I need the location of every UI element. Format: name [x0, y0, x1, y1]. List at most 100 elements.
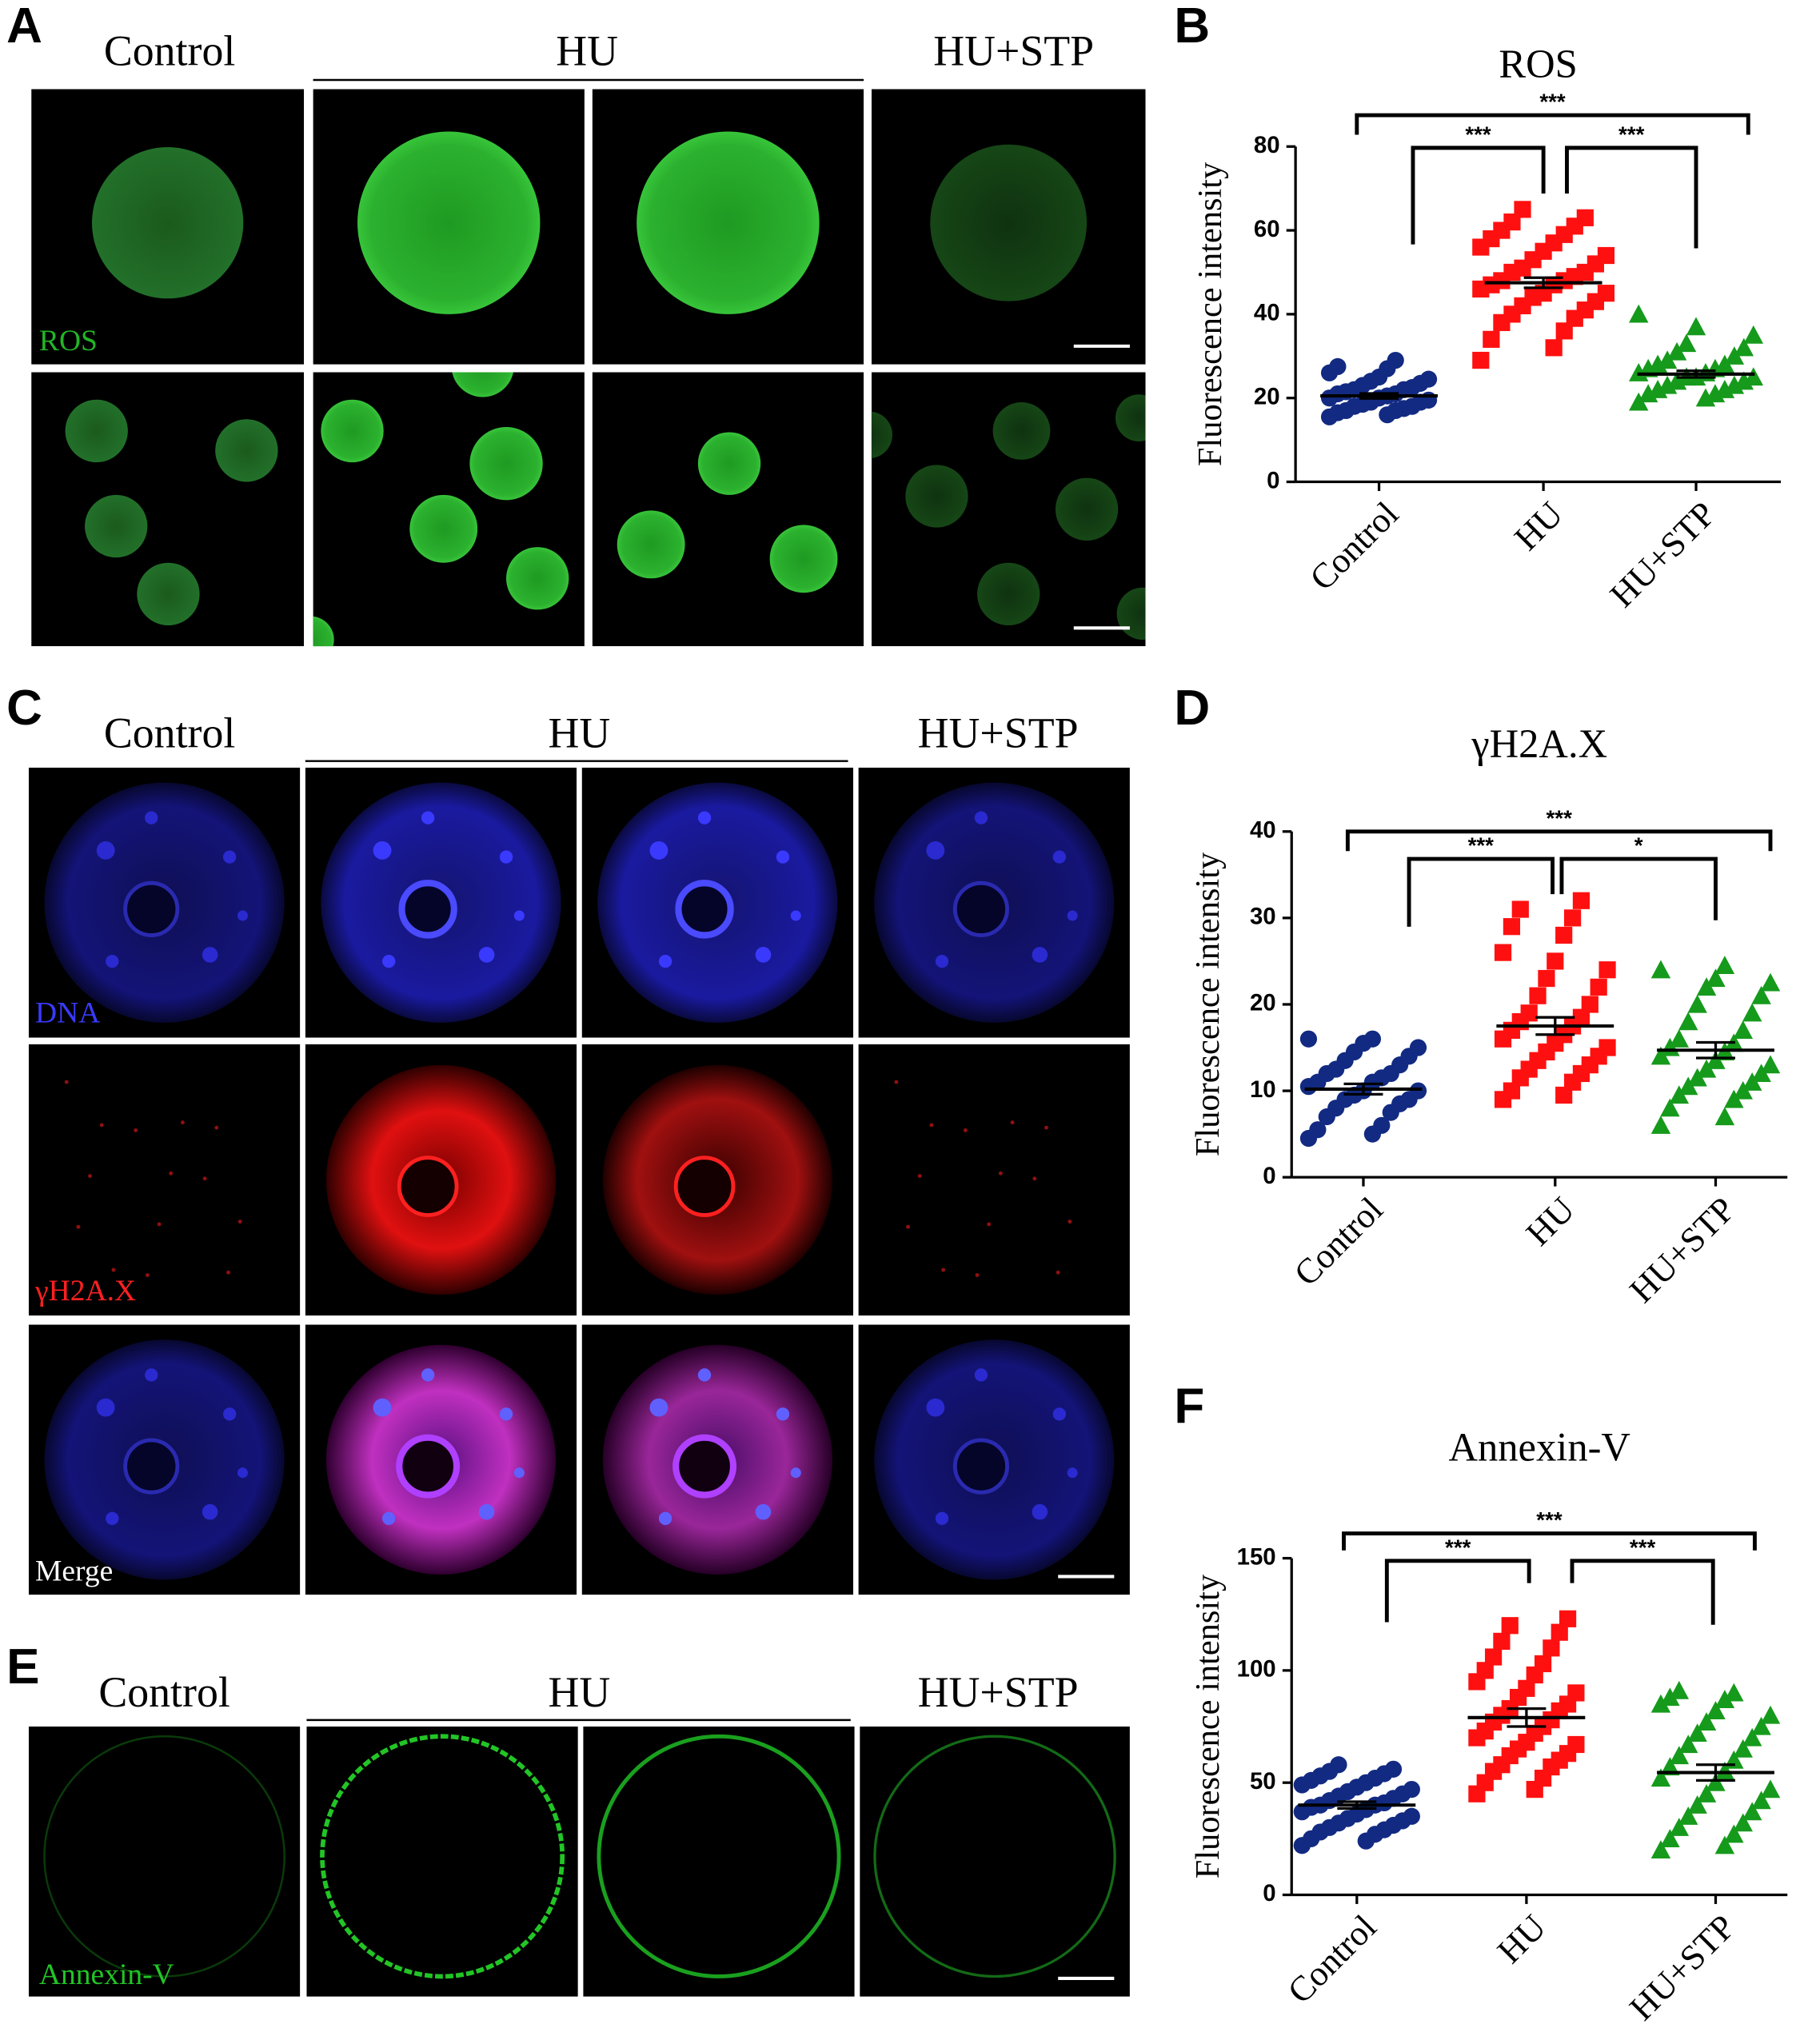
chromatin-spot: [776, 850, 790, 864]
data-point: [1742, 1727, 1762, 1747]
micrograph-bg: [28, 1044, 301, 1316]
data-point: [1476, 1662, 1494, 1679]
nucleolus-ring: [396, 1434, 461, 1499]
micrograph-bg: [306, 1727, 578, 1997]
oocyte: [905, 465, 968, 528]
data-point: [1724, 1824, 1744, 1843]
panel-letter: A: [6, 0, 42, 54]
data-point: [1590, 978, 1607, 996]
panel-letter: E: [6, 1639, 39, 1695]
foci: [88, 1174, 93, 1178]
chromatin-spot: [755, 1503, 772, 1520]
micrographs: [28, 89, 1146, 1997]
column-header: Control: [104, 26, 235, 74]
foci: [134, 1128, 138, 1132]
chromatin-spot: [106, 1511, 119, 1525]
foci: [169, 1171, 174, 1176]
data-point: [1660, 1829, 1680, 1847]
chromatin-spot: [202, 947, 218, 963]
membrane: [597, 1734, 841, 1978]
chromatin-spot: [926, 841, 945, 860]
y-axis-label: Fluorescence intensity: [1189, 852, 1227, 1156]
data-point: [1751, 985, 1771, 1004]
data-point: [1567, 1735, 1585, 1754]
oocyte: [321, 399, 384, 463]
error-bar: [1696, 1040, 1735, 1060]
oocyte: [992, 402, 1051, 460]
error-bar: [1676, 369, 1716, 379]
significance-bracket: [1342, 1531, 1757, 1551]
x-tick-label: HU: [1519, 1190, 1583, 1254]
data-point: [1572, 1008, 1591, 1026]
column-header: HU+STP: [918, 709, 1079, 757]
significance-label: ***: [1445, 1535, 1471, 1559]
data-point: [1409, 1082, 1427, 1100]
micrograph-bg: [860, 1727, 1130, 1997]
chromatin-spot: [499, 1407, 513, 1421]
foci: [929, 1123, 934, 1128]
data-point: [1687, 1795, 1707, 1814]
error-bar: [1337, 1800, 1377, 1810]
data-point: [1518, 1679, 1535, 1697]
data-point: [1511, 900, 1529, 918]
chromatin-spot: [776, 1407, 790, 1421]
data-point: [1687, 1723, 1707, 1743]
data-point: [1529, 987, 1547, 1004]
chromatin-spot: [1052, 1407, 1066, 1421]
data-point: [1743, 325, 1764, 344]
data-point: [1483, 330, 1500, 348]
data-point: [1572, 892, 1591, 909]
foci: [111, 1268, 116, 1272]
oocyte: [1055, 477, 1119, 541]
data-point: [1724, 346, 1745, 365]
data-point: [1733, 1020, 1753, 1040]
column-header: HU+STP: [933, 26, 1094, 74]
micrograph-bg: [592, 372, 864, 647]
data-point: [1628, 392, 1649, 411]
chromatin-spot: [1032, 947, 1048, 963]
micrograph: [305, 1324, 577, 1595]
data-point: [1733, 1739, 1753, 1758]
data-point: [1751, 1790, 1771, 1810]
charts: ROS Fluorescence intensity 0 20 40 60 80 Contro…: [1189, 42, 1788, 2028]
chromatin-spot: [237, 910, 248, 921]
data-point: [1650, 1840, 1671, 1858]
error-bar: [1535, 1016, 1575, 1036]
chromatin-spot: [145, 811, 158, 824]
data-point: [1547, 952, 1564, 970]
data-point: [1660, 1687, 1680, 1707]
membrane: [320, 1734, 565, 1979]
nucleolus-ring: [675, 880, 734, 939]
column-header: HU: [549, 709, 611, 757]
oocyte: [92, 147, 244, 299]
significance-bracket: [1559, 856, 1718, 920]
data-point: [1299, 1030, 1318, 1048]
data-point: [1387, 351, 1404, 369]
micrograph: [28, 1044, 301, 1316]
oocyte: [1116, 587, 1146, 640]
nucleolus-ring: [952, 1438, 1009, 1495]
data-point: [1501, 1617, 1519, 1635]
column-header: HU+STP: [918, 1668, 1079, 1716]
data-point: [1520, 1004, 1538, 1022]
significance-bracket: [1407, 856, 1555, 927]
oocyte: [506, 547, 569, 610]
micrograph: [858, 1044, 1130, 1316]
chromatin-spot: [790, 1467, 801, 1479]
data-point: [1597, 246, 1615, 265]
significance-label: ***: [1618, 122, 1645, 147]
chromatin-spot: [658, 954, 673, 968]
data-point: [1676, 333, 1697, 353]
oocyte: [637, 131, 820, 314]
data-point: [1714, 1107, 1735, 1126]
oocyte: [871, 411, 892, 458]
y-tick-label: 40: [1250, 817, 1276, 844]
significance-label: ***: [1465, 122, 1491, 147]
significance-bracket: [1411, 146, 1546, 245]
data-point: [1650, 1694, 1671, 1713]
oocyte: [1115, 394, 1146, 441]
panel-letter: C: [6, 681, 42, 736]
data-point: [1760, 1055, 1781, 1074]
y-tick-label: 80: [1254, 132, 1280, 158]
data-point: [1724, 1683, 1744, 1702]
